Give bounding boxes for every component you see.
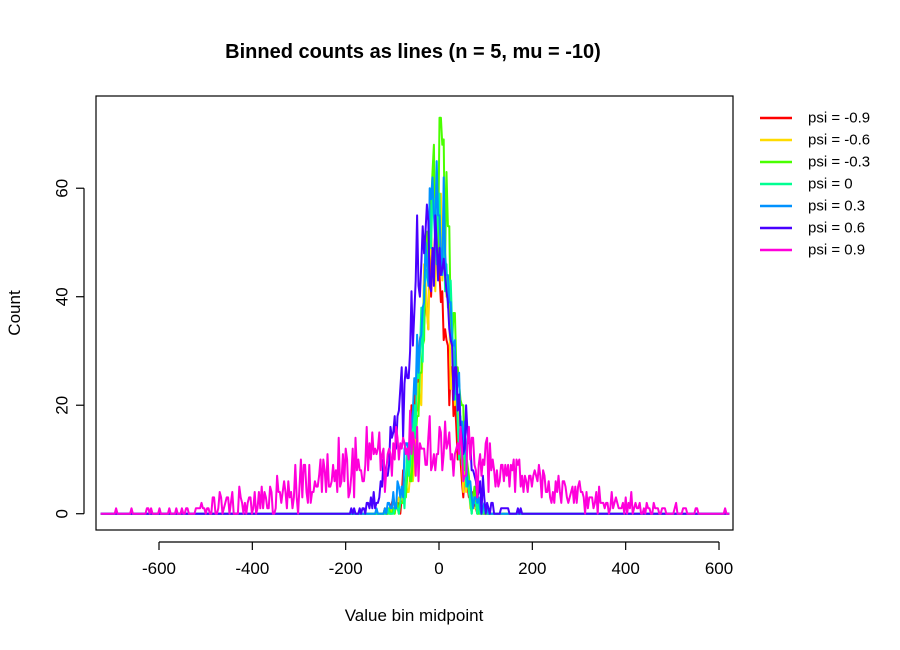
legend-label: psi = -0.6 bbox=[808, 132, 870, 149]
y-axis: 0 20 40 60 bbox=[53, 179, 85, 519]
x-tick-label: 400 bbox=[611, 559, 639, 578]
x-tick-label: 0 bbox=[434, 559, 443, 578]
x-tick-label: -400 bbox=[235, 559, 269, 578]
x-tick-label: 200 bbox=[518, 559, 546, 578]
y-tick-label: 60 bbox=[53, 179, 72, 198]
legend-label: psi = 0.6 bbox=[808, 220, 865, 237]
x-tick-label: 600 bbox=[705, 559, 733, 578]
x-tick-label: -600 bbox=[142, 559, 176, 578]
y-tick-label: 40 bbox=[53, 287, 72, 306]
legend-label: psi = 0.3 bbox=[808, 198, 865, 215]
x-axis-label: Value bin midpoint bbox=[345, 606, 484, 625]
legend-label: psi = 0.9 bbox=[808, 242, 865, 259]
legend-label: psi = 0 bbox=[808, 176, 853, 193]
series-lines bbox=[101, 118, 730, 514]
legend-label: psi = -0.3 bbox=[808, 154, 870, 171]
x-axis: -600 -400 -200 0 200 400 600 bbox=[142, 542, 733, 578]
x-tick-label: -200 bbox=[329, 559, 363, 578]
legend-label: psi = -0.9 bbox=[808, 110, 870, 127]
y-axis-label: Count bbox=[5, 290, 24, 336]
chart-title: Binned counts as lines (n = 5, mu = -10) bbox=[225, 41, 601, 63]
y-tick-label: 0 bbox=[53, 509, 72, 518]
y-tick-label: 20 bbox=[53, 396, 72, 415]
legend: psi = -0.9 psi = -0.6 psi = -0.3 psi = 0 psi… bbox=[760, 110, 870, 259]
